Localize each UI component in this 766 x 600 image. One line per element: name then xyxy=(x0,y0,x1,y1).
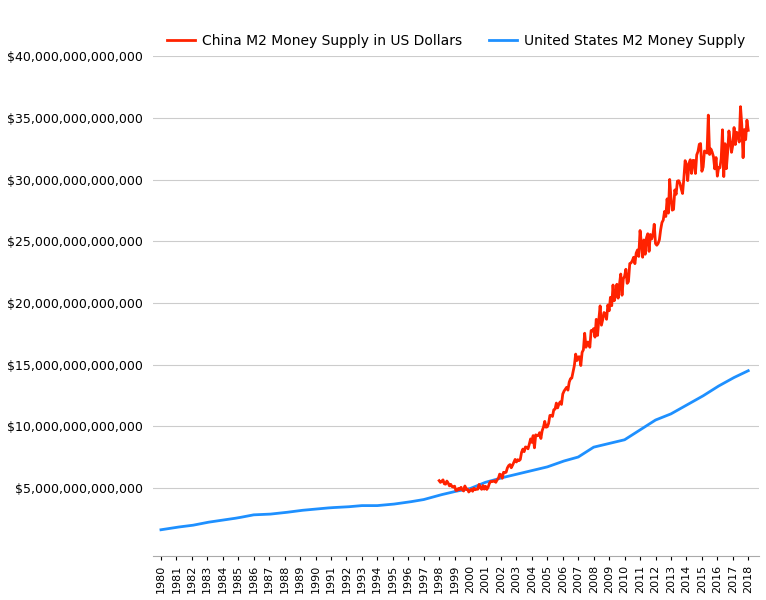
United States M2 Money Supply xyxy=(521,469,530,476)
United States M2 Money Supply xyxy=(277,509,286,517)
United States M2 Money Supply xyxy=(652,416,661,423)
China M2 Money Supply in US Dollars xyxy=(470,486,480,493)
China M2 Money Supply in US Dollars xyxy=(612,281,621,288)
China M2 Money Supply in US Dollars xyxy=(684,160,693,167)
China M2 Money Supply in US Dollars xyxy=(464,488,473,496)
China M2 Money Supply in US Dollars xyxy=(744,127,753,134)
China M2 Money Supply in US Dollars xyxy=(664,209,673,217)
Line: United States M2 Money Supply: United States M2 Money Supply xyxy=(161,371,748,530)
United States M2 Money Supply xyxy=(156,526,165,533)
United States M2 Money Supply xyxy=(383,501,392,508)
Line: China M2 Money Supply in US Dollars: China M2 Money Supply in US Dollars xyxy=(439,107,748,492)
United States M2 Money Supply xyxy=(460,486,470,493)
China M2 Money Supply in US Dollars xyxy=(553,404,562,412)
United States M2 Money Supply xyxy=(334,504,343,511)
Legend: China M2 Money Supply in US Dollars, United States M2 Money Supply: China M2 Money Supply in US Dollars, Uni… xyxy=(162,28,751,53)
China M2 Money Supply in US Dollars xyxy=(736,103,745,110)
United States M2 Money Supply xyxy=(744,367,753,374)
China M2 Money Supply in US Dollars xyxy=(742,116,751,124)
China M2 Money Supply in US Dollars xyxy=(434,477,444,484)
